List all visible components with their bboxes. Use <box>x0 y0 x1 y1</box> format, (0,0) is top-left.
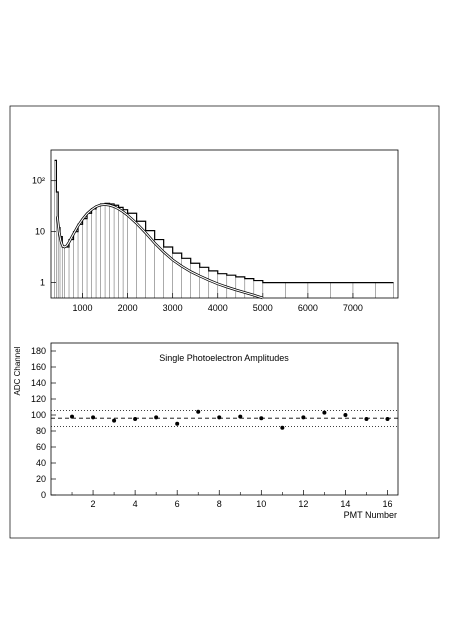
amplitude-point <box>70 414 75 419</box>
amplitude-point <box>217 415 222 420</box>
bottom-y-tick-label: 100 <box>31 410 46 420</box>
amplitude-point <box>280 425 285 430</box>
amplitude-point <box>112 418 117 423</box>
amplitude-point <box>175 421 180 426</box>
fit-curve-line <box>56 204 263 299</box>
bottom-x-tick-label: 16 <box>382 499 392 509</box>
adc-spectrum-panel: 1000 2000 3000 4000 5000 6000 7000 10² 10 1 <box>32 149 399 313</box>
bottom-y-tick-label: 20 <box>36 474 46 484</box>
bottom-x-axis-label: PMT Number <box>344 510 397 520</box>
amplitude-point <box>322 410 327 415</box>
bottom-y-tick-label: 160 <box>31 362 46 372</box>
adc-histogram <box>54 159 394 298</box>
bottom-x-tick-label: 2 <box>91 499 96 509</box>
amplitude-point <box>238 414 243 419</box>
amplitude-point <box>301 415 306 420</box>
amplitude-point <box>91 415 96 420</box>
bottom-y-axis-label: ADC Channel <box>13 346 22 395</box>
bottom-y-tick-label: 60 <box>36 442 46 452</box>
bottom-x-tick-label: 6 <box>175 499 180 509</box>
amplitude-point <box>133 417 138 421</box>
amplitude-point <box>343 413 348 417</box>
fit-curve <box>56 203 264 300</box>
bottom-chart-title: Single Photoelectron Amplitudes <box>159 353 289 363</box>
fit-curve-outline <box>56 203 264 300</box>
bottom-y-tick-label: 140 <box>31 378 46 388</box>
amplitude-points <box>70 409 390 430</box>
bottom-y-tick-label: 0 <box>41 490 46 500</box>
top-x-tick-label: 4000 <box>208 303 228 313</box>
top-x-tick-label: 2000 <box>118 303 138 313</box>
reference-lines <box>51 410 398 427</box>
top-x-tick-label: 6000 <box>298 303 318 313</box>
top-y-tick-label: 10 <box>35 227 45 237</box>
pmt-amplitude-panel: Single Photoelectron Amplitudes PMT Numb… <box>13 342 399 520</box>
amplitude-point <box>259 416 264 421</box>
bottom-x-tick-label: 10 <box>256 499 266 509</box>
amplitude-point <box>196 409 201 414</box>
bottom-plot-frame <box>50 342 399 496</box>
bottom-x-tick-label: 12 <box>298 499 308 509</box>
bottom-y-tick-label: 80 <box>36 426 46 436</box>
top-x-tick-label: 3000 <box>163 303 183 313</box>
amplitude-point <box>385 417 390 421</box>
top-x-tick-label: 1000 <box>73 303 93 313</box>
top-y-tick-label: 10² <box>32 176 45 186</box>
top-plot-frame <box>50 149 399 299</box>
histogram-outline <box>54 159 394 284</box>
bottom-x-tick-label: 4 <box>133 499 138 509</box>
bottom-y-tick-label: 40 <box>36 458 46 468</box>
bottom-x-tick-label: 8 <box>217 499 222 509</box>
amplitude-point <box>364 417 369 421</box>
top-x-tick-label: 7000 <box>343 303 363 313</box>
page-border <box>9 105 440 539</box>
top-y-tick-label: 1 <box>40 278 45 288</box>
top-axis-ticks: 1000 2000 3000 4000 5000 6000 7000 10² 10 1 <box>32 176 363 313</box>
top-x-tick-label: 5000 <box>253 303 273 313</box>
amplitude-point <box>154 415 159 420</box>
bottom-y-tick-label: 120 <box>31 394 46 404</box>
bottom-x-tick-label: 14 <box>340 499 350 509</box>
bottom-y-tick-label: 180 <box>31 346 46 356</box>
